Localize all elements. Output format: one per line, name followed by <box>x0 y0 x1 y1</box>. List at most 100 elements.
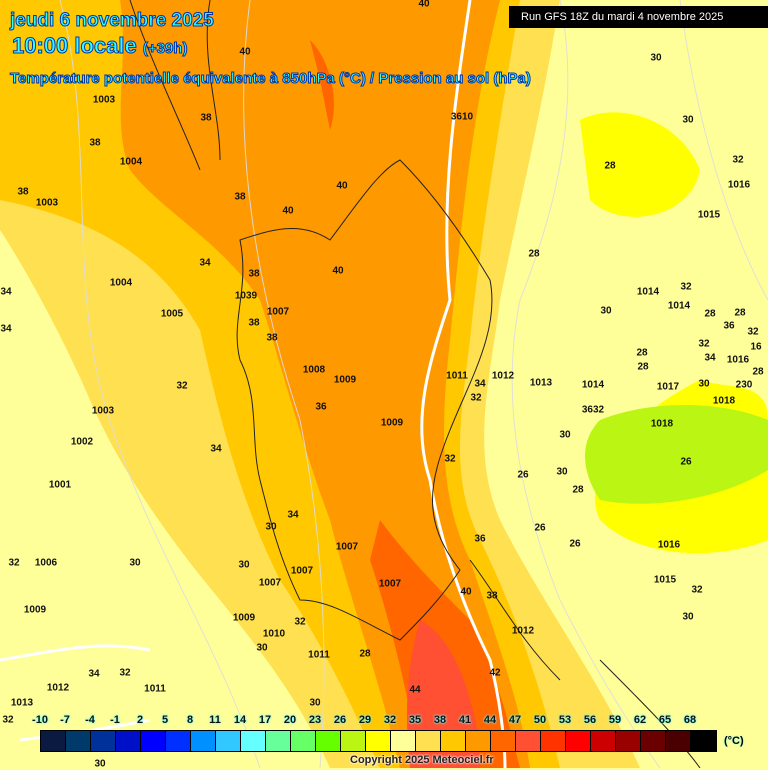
theta-e-label: 38 <box>200 112 212 124</box>
theta-e-label: 30 <box>600 305 612 317</box>
theta-e-label: 32 <box>2 714 14 726</box>
theta-e-label: 28 <box>637 361 649 373</box>
theta-e-label: 42 <box>489 667 501 679</box>
pressure-label: 1007 <box>258 577 282 589</box>
theta-e-label: 26 <box>534 522 546 534</box>
colorbar-tick: 20 <box>283 714 297 726</box>
theta-e-label: 32 <box>444 453 456 465</box>
theta-e-label: 38 <box>248 317 260 329</box>
theta-e-label: 34 <box>199 257 211 269</box>
colorbar-cell <box>266 731 291 751</box>
pressure-label: 1018 <box>712 395 736 407</box>
theta-e-label: 26 <box>569 538 581 550</box>
theta-e-label: 32 <box>176 380 188 392</box>
theta-e-label: 38 <box>266 332 278 344</box>
colorbar-tick: 8 <box>186 714 194 726</box>
pressure-label: 1039 <box>234 290 258 302</box>
theta-e-label: 32 <box>698 338 710 350</box>
theta-e-label: 30 <box>698 378 710 390</box>
pressure-label: 1013 <box>10 697 34 709</box>
theta-e-label: 28 <box>359 648 371 660</box>
colorbar-tick: 53 <box>558 714 572 726</box>
pressure-label: 1002 <box>70 436 94 448</box>
pressure-label: 1003 <box>92 94 116 106</box>
colorbar-tick: 32 <box>383 714 397 726</box>
colorbar-tick: 29 <box>358 714 372 726</box>
colorbar-tick: -1 <box>110 714 120 726</box>
pressure-label: 1009 <box>380 417 404 429</box>
theta-e-label: 36 <box>315 401 327 413</box>
colorbar-tick: 68 <box>683 714 697 726</box>
colorbar-cell <box>116 731 141 751</box>
pressure-label: 1015 <box>653 574 677 586</box>
pressure-label: 1007 <box>378 578 402 590</box>
colorbar-cell <box>316 731 341 751</box>
pressure-label: 1014 <box>667 300 691 312</box>
theta-e-label: 38 <box>486 590 498 602</box>
map-title: Température potentielle équivalente à 85… <box>10 70 532 88</box>
pressure-label: 1016 <box>727 179 751 191</box>
field-23-26 <box>585 405 768 504</box>
theta-e-label: 38 <box>89 137 101 149</box>
pressure-label: 1012 <box>511 625 535 637</box>
theta-e-label: 28 <box>572 484 584 496</box>
colorbar-tick: 11 <box>209 714 221 726</box>
colorbar-cell <box>416 731 441 751</box>
theta-e-label: 30 <box>650 52 662 64</box>
colorbar-cell <box>191 731 216 751</box>
pressure-label: 1012 <box>46 682 70 694</box>
colorbar-tick: 59 <box>608 714 622 726</box>
theta-e-label: 40 <box>336 180 348 192</box>
colorbar-tick: 50 <box>533 714 547 726</box>
theta-e-label: 32 <box>294 616 306 628</box>
colorbar-tick: 14 <box>233 714 247 726</box>
pressure-label: 1015 <box>697 209 721 221</box>
theta-e-label: 32 <box>732 154 744 166</box>
colorbar-tick: 65 <box>658 714 672 726</box>
pressure-label: 1009 <box>333 374 357 386</box>
theta-e-label: 34 <box>0 286 12 298</box>
theta-e-label: 30 <box>559 429 571 441</box>
colorbar-tick: -7 <box>60 714 70 726</box>
pressure-label: 3610 <box>450 111 474 123</box>
pressure-label: 3632 <box>581 404 605 416</box>
theta-e-label: 30 <box>238 559 250 571</box>
theta-e-label: 30 <box>265 521 277 533</box>
colorbar-cell <box>466 731 491 751</box>
forecast-date: jeudi 6 novembre 2025 <box>10 10 215 32</box>
theta-e-label: 30 <box>556 466 568 478</box>
colorbar-cell <box>441 731 466 751</box>
pressure-label: 1008 <box>302 364 326 376</box>
pressure-label: 1014 <box>636 286 660 298</box>
colorbar-tick: 56 <box>583 714 597 726</box>
theta-e-label: 28 <box>528 248 540 260</box>
theta-e-label: 32 <box>747 326 759 338</box>
colorbar-tick: 62 <box>633 714 647 726</box>
theta-e-label: 40 <box>460 586 472 598</box>
pressure-label: 1018 <box>650 418 674 430</box>
theta-e-label: 28 <box>752 366 764 378</box>
colorbar-tick: 35 <box>408 714 422 726</box>
forecast-time: 10:00 locale (+39h) <box>12 33 188 59</box>
colorbar-cell <box>616 731 641 751</box>
colorbar-cell <box>66 731 91 751</box>
pressure-label: 1003 <box>91 405 115 417</box>
colorbar-tick: 41 <box>458 714 472 726</box>
theta-e-label: 40 <box>418 0 430 10</box>
colorbar-cell <box>666 731 691 751</box>
theta-e-label: 32 <box>119 667 131 679</box>
colorbar-cell <box>591 731 616 751</box>
colorbar-cell <box>91 731 116 751</box>
theta-e-label: 16 <box>750 341 762 353</box>
lead-time: (+39h) <box>142 40 188 58</box>
pressure-label: 1010 <box>262 628 286 640</box>
theta-e-label: 32 <box>680 281 692 293</box>
colorbar-cell <box>566 731 591 751</box>
colorbar-tick: 17 <box>258 714 272 726</box>
colorbar-cell <box>141 731 166 751</box>
pressure-label: 1004 <box>119 156 143 168</box>
pressure-label: 1003 <box>35 197 59 209</box>
colorbar-unit: (°C) <box>724 735 744 747</box>
colorbar-cell <box>216 731 241 751</box>
